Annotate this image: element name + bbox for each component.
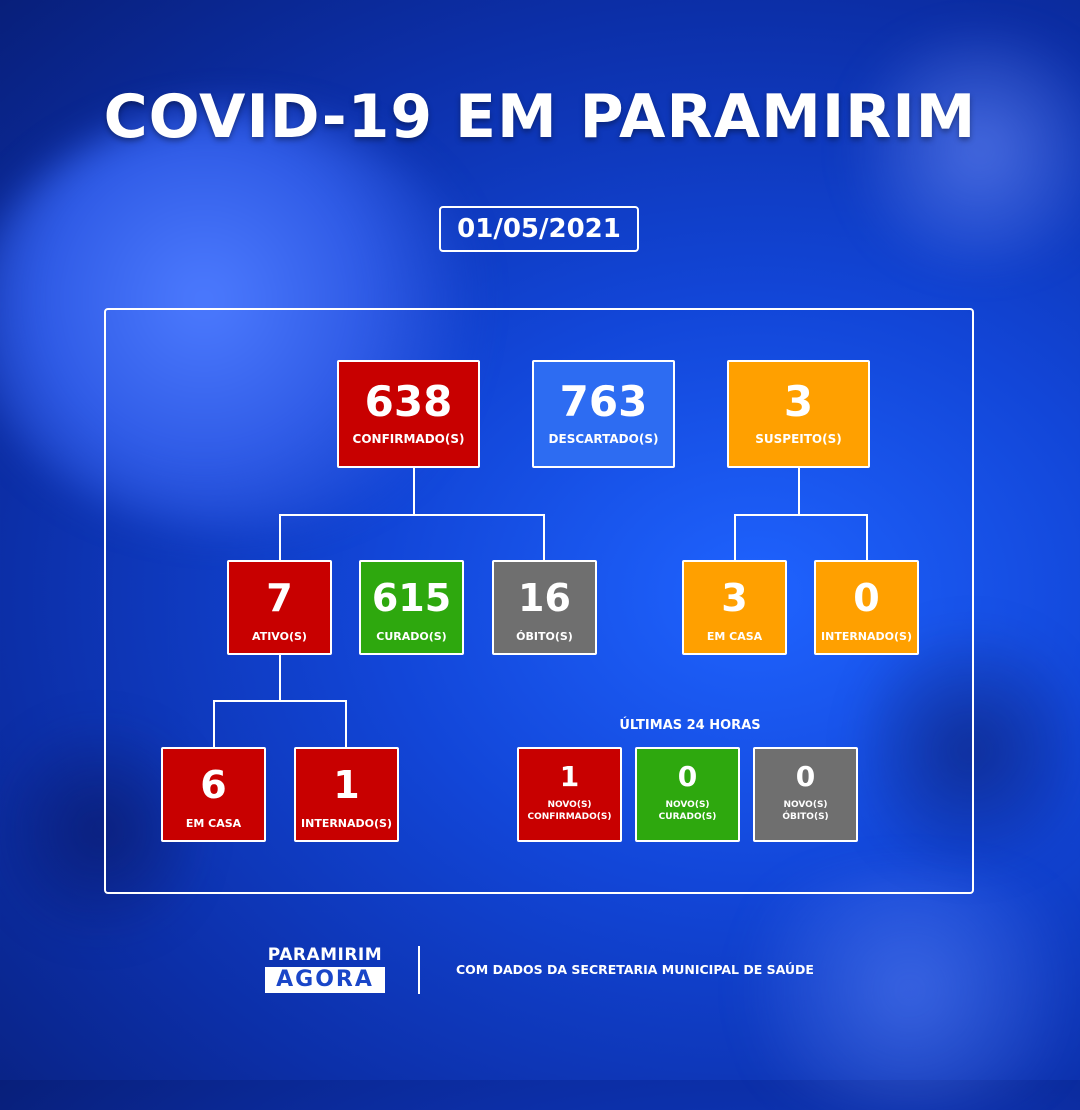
connector-line bbox=[543, 514, 545, 562]
new-cured-box: 0 NOVO(S) CURADO(S) bbox=[635, 747, 740, 842]
connector-line bbox=[734, 514, 868, 516]
suspect-hospital-count: 0 bbox=[853, 576, 880, 620]
report-date: 01/05/2021 bbox=[439, 206, 639, 252]
suspected-label: SUSPEITO(S) bbox=[755, 432, 842, 446]
active-home-box: 6 EM CASA bbox=[161, 747, 266, 842]
active-hospital-box: 1 INTERNADO(S) bbox=[294, 747, 399, 842]
new-confirmed-label-1: NOVO(S) bbox=[547, 800, 592, 810]
last-24h-heading: ÚLTIMAS 24 HORAS bbox=[619, 718, 761, 733]
connector-line bbox=[279, 514, 281, 562]
connector-line bbox=[279, 654, 281, 702]
connector-line bbox=[734, 514, 736, 562]
new-deaths-label-1: NOVO(S) bbox=[783, 800, 828, 810]
cured-count: 615 bbox=[371, 576, 452, 620]
cured-label: CURADO(S) bbox=[376, 630, 447, 643]
active-home-label: EM CASA bbox=[185, 817, 242, 830]
footer-divider bbox=[418, 946, 420, 994]
suspected-count: 3 bbox=[783, 377, 814, 426]
suspect-home-label: EM CASA bbox=[706, 630, 763, 643]
new-deaths-count: 0 bbox=[795, 760, 816, 793]
new-cured-count: 0 bbox=[677, 760, 698, 793]
connector-line bbox=[413, 466, 415, 516]
confirmed-count: 638 bbox=[364, 377, 453, 426]
cured-box: 615 CURADO(S) bbox=[359, 560, 464, 655]
stats-frame bbox=[104, 308, 974, 894]
connector-line bbox=[798, 466, 800, 516]
page-title: COVID-19 EM PARAMIRIM bbox=[103, 82, 977, 152]
suspect-home-count: 3 bbox=[721, 576, 748, 620]
active-box: 7 ATIVO(S) bbox=[227, 560, 332, 655]
deaths-box: 16 ÓBITO(S) bbox=[492, 560, 597, 655]
active-hospital-label: INTERNADO(S) bbox=[301, 817, 392, 830]
new-confirmed-label-2: CONFIRMADO(S) bbox=[527, 812, 612, 822]
connector-line bbox=[866, 514, 868, 562]
active-home-count: 6 bbox=[200, 763, 227, 807]
discarded-label: DESCARTADO(S) bbox=[548, 432, 659, 446]
confirmed-label: CONFIRMADO(S) bbox=[352, 432, 465, 446]
new-deaths-box: 0 NOVO(S) ÓBITO(S) bbox=[753, 747, 858, 842]
connector-line bbox=[213, 700, 215, 748]
connector-line bbox=[279, 514, 545, 516]
new-confirmed-box: 1 NOVO(S) CONFIRMADO(S) bbox=[517, 747, 622, 842]
paramirim-agora-logo: PARAMIRIM AGORA bbox=[265, 945, 385, 993]
confirmed-box: 638 CONFIRMADO(S) bbox=[337, 360, 480, 468]
background-blur-top-right bbox=[830, 30, 1080, 270]
deaths-count: 16 bbox=[518, 576, 571, 620]
suspect-hospital-label: INTERNADO(S) bbox=[821, 630, 912, 643]
discarded-count: 763 bbox=[559, 377, 648, 426]
new-deaths-label-2: ÓBITO(S) bbox=[782, 812, 829, 822]
data-source-note: COM DADOS DA SECRETARIA MUNICIPAL DE SAÚ… bbox=[456, 962, 814, 977]
new-cured-label-1: NOVO(S) bbox=[665, 800, 710, 810]
active-hospital-count: 1 bbox=[333, 763, 360, 807]
suspect-home-box: 3 EM CASA bbox=[682, 560, 787, 655]
active-count: 7 bbox=[266, 576, 293, 620]
new-cured-label-2: CURADO(S) bbox=[658, 812, 717, 822]
deaths-label: ÓBITO(S) bbox=[516, 630, 573, 643]
suspect-hospital-box: 0 INTERNADO(S) bbox=[814, 560, 919, 655]
connector-line bbox=[213, 700, 347, 702]
background-blur-bottom-right bbox=[700, 870, 1080, 1110]
connector-line bbox=[345, 700, 347, 748]
discarded-box: 763 DESCARTADO(S) bbox=[532, 360, 675, 468]
active-label: ATIVO(S) bbox=[252, 630, 307, 643]
suspected-box: 3 SUSPEITO(S) bbox=[727, 360, 870, 468]
logo-line-1: PARAMIRIM bbox=[267, 945, 383, 965]
logo-line-2: AGORA bbox=[265, 967, 385, 993]
new-confirmed-count: 1 bbox=[559, 760, 580, 793]
